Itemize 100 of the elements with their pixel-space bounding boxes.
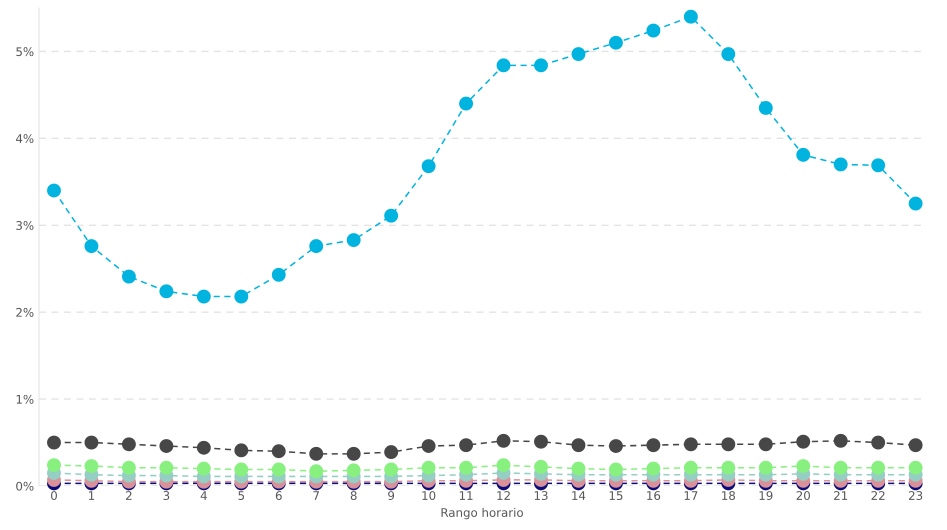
point: [608, 36, 623, 50]
point: [47, 458, 61, 472]
x-tick-label: 21: [834, 491, 848, 500]
point: [459, 438, 474, 452]
point: [122, 437, 136, 452]
point: [758, 437, 773, 452]
x-tick-label: 6: [276, 491, 282, 500]
point: [422, 439, 436, 453]
x-tick-label: 23: [908, 491, 922, 500]
point: [196, 440, 211, 455]
point: [309, 464, 324, 478]
y-tick-label: 1%: [16, 394, 34, 404]
point: [159, 439, 174, 453]
point: [234, 443, 248, 458]
point: [496, 58, 510, 72]
x-tick-label: 17: [684, 491, 698, 500]
point: [608, 462, 623, 476]
point: [758, 101, 773, 115]
point: [84, 436, 98, 450]
point: [608, 439, 623, 453]
point: [721, 460, 736, 475]
x-tick-label: 3: [164, 491, 170, 500]
x-tick-label: 8: [350, 491, 357, 500]
y-tick-label: 2%: [16, 308, 34, 317]
point: [234, 290, 248, 304]
point: [758, 460, 773, 475]
point: [534, 58, 548, 72]
x-tick-label: 14: [572, 491, 586, 500]
point: [346, 233, 361, 247]
point: [47, 184, 61, 198]
point: [534, 434, 548, 449]
point: [122, 460, 136, 475]
point: [646, 462, 660, 476]
point: [834, 157, 848, 172]
point: [384, 445, 398, 460]
point: [908, 438, 923, 452]
x-tick-label: 18: [722, 491, 736, 500]
point: [684, 10, 698, 24]
point: [646, 24, 660, 38]
x-tick-label: 1: [88, 491, 94, 500]
point: [84, 459, 98, 473]
point: [796, 459, 810, 473]
point: [309, 446, 324, 461]
point: [384, 208, 398, 223]
point: [908, 460, 923, 475]
point: [272, 444, 286, 458]
point: [272, 268, 286, 282]
point: [422, 159, 436, 174]
point: [871, 158, 886, 172]
point: [646, 438, 660, 452]
point: [871, 436, 886, 450]
point: [796, 434, 810, 449]
point: [572, 47, 586, 62]
x-tick-label: 5: [238, 491, 244, 500]
point: [459, 460, 474, 475]
y-tick-label: 5%: [16, 47, 34, 56]
point: [309, 239, 324, 254]
x-axis-title: Rango horario: [442, 508, 523, 520]
point: [534, 460, 548, 474]
point: [196, 462, 211, 476]
point: [684, 437, 698, 452]
point: [796, 148, 810, 162]
point: [346, 463, 361, 478]
x-tick-label: 20: [796, 491, 810, 500]
x-tick-label: 13: [534, 491, 548, 500]
point: [422, 460, 436, 475]
x-tick-label: 22: [872, 491, 884, 500]
x-tick-label: 15: [610, 491, 622, 500]
point: [496, 458, 510, 472]
x-tick-label: 19: [760, 491, 772, 500]
point: [346, 446, 361, 461]
point: [572, 438, 586, 452]
x-tick-label: 4: [200, 491, 207, 500]
point: [234, 462, 248, 476]
point: [122, 270, 136, 284]
point: [496, 434, 510, 448]
x-tick-label: 2: [126, 491, 132, 500]
point: [272, 462, 286, 476]
y-tick-label: 0%: [16, 482, 34, 491]
y-tick-label: 3%: [16, 220, 34, 230]
point: [196, 290, 211, 304]
x-tick-label: 7: [313, 491, 319, 500]
point: [384, 462, 398, 476]
point: [47, 436, 61, 450]
point: [159, 284, 174, 298]
point: [834, 434, 848, 448]
point: [84, 239, 98, 254]
point: [871, 460, 886, 475]
point: [459, 96, 474, 111]
point: [684, 460, 698, 475]
x-tick-label: 10: [422, 491, 436, 500]
x-tick-label: 16: [647, 491, 660, 500]
point: [572, 462, 586, 476]
point: [908, 196, 923, 210]
x-tick-label: 0: [51, 491, 57, 500]
point: [721, 437, 736, 452]
y-tick-label: 4%: [16, 134, 34, 144]
x-tick-label: 9: [388, 491, 394, 500]
x-tick-label: 12: [497, 491, 510, 500]
point: [834, 460, 848, 475]
